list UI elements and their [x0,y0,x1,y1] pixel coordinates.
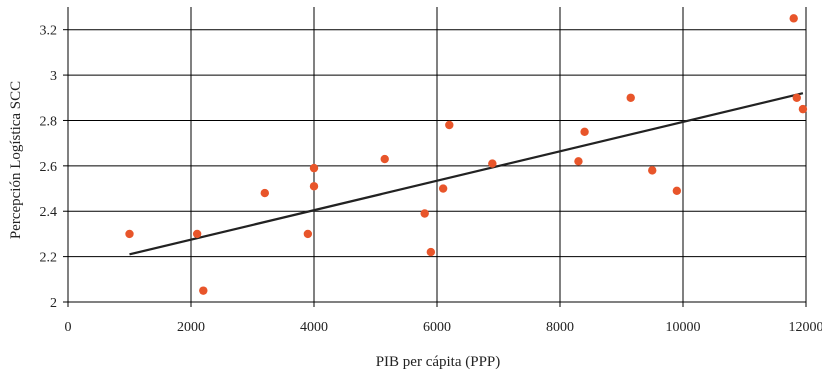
data-point-14 [580,128,588,136]
data-point-16 [648,166,656,174]
x-tick-label-5: 10000 [666,320,701,335]
data-point-4 [304,230,312,238]
y-tick-label-0: 2 [50,296,57,311]
x-tick-label-6: 12000 [789,320,822,335]
data-point-15 [627,94,635,102]
data-point-5 [310,164,318,172]
x-tick-label-2: 4000 [300,320,328,335]
x-tick-label-1: 2000 [177,320,205,335]
data-points [125,14,807,295]
data-point-19 [793,94,801,102]
y-tick-label-1: 2.2 [40,251,58,266]
data-point-3 [261,189,269,197]
y-tick-label-2: 2.4 [40,205,58,220]
data-point-0 [125,230,133,238]
y-tick-label-3: 2.6 [40,160,58,175]
trendline [130,93,803,254]
data-point-10 [439,184,447,192]
data-point-9 [427,248,435,256]
data-point-17 [673,187,681,195]
axes [63,7,806,307]
data-point-12 [488,159,496,167]
x-tick-label-3: 6000 [423,320,451,335]
tick-labels: 0 2000 4000 6000 8000 10000 12000 2 2.2 2.4 2.6 2.8… [40,24,822,335]
y-tick-label-4: 2.8 [40,114,58,129]
x-tick-label-0: 0 [65,320,72,335]
grid [68,7,806,302]
y-axis-title: Percepción Logística SCC [8,81,24,239]
data-point-8 [421,209,429,217]
x-axis-title: PIB per cápita (PPP) [376,354,501,370]
data-point-18 [790,14,798,22]
data-point-7 [381,155,389,163]
data-point-13 [574,157,582,165]
x-tick-label-4: 8000 [546,320,574,335]
trendline-group [130,93,803,254]
data-point-1 [193,230,201,238]
data-point-6 [310,182,318,190]
y-tick-label-5: 3 [50,69,57,84]
data-point-11 [445,121,453,129]
data-point-2 [199,286,207,294]
y-tick-label-6: 3.2 [40,24,58,39]
data-point-20 [799,105,807,113]
